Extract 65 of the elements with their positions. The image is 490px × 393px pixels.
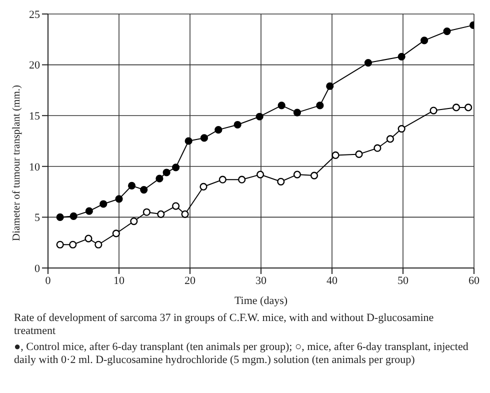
point xyxy=(443,27,451,36)
point xyxy=(172,164,180,172)
point xyxy=(84,234,92,242)
point xyxy=(56,213,64,221)
point xyxy=(140,186,148,194)
point xyxy=(430,106,438,114)
y-tick-label: 20 xyxy=(29,60,40,72)
point xyxy=(112,230,120,238)
x-tick-label: 30 xyxy=(256,274,267,287)
point xyxy=(172,202,180,210)
point xyxy=(128,182,136,190)
x-tick-label: 50 xyxy=(398,274,409,287)
point xyxy=(214,126,222,134)
point xyxy=(398,52,406,60)
x-tick-label: 40 xyxy=(326,274,338,287)
point xyxy=(316,102,324,110)
point xyxy=(420,36,428,44)
y-tick-label: 15 xyxy=(29,110,40,123)
x-tick-label: 10 xyxy=(114,274,125,287)
point xyxy=(218,176,226,184)
point xyxy=(56,240,64,248)
x-axis-title: Time (days) xyxy=(234,295,288,307)
point xyxy=(162,168,170,176)
point xyxy=(94,240,102,248)
x-tick-label: 60 xyxy=(468,274,480,287)
point xyxy=(238,176,246,184)
point xyxy=(256,112,264,120)
point xyxy=(130,217,138,226)
text: ●, Control mice, after 6-day transplant (ten animals per group); ○, mice, after 6-day transplant, injected daily with 0·2 ml. D-glucosamine hydrochloride (5 mgm.) solution (ten animals per group) xyxy=(14,341,470,367)
point xyxy=(310,172,318,180)
point xyxy=(234,120,242,129)
point xyxy=(364,58,372,67)
point xyxy=(386,135,394,143)
point xyxy=(200,182,208,191)
point xyxy=(464,104,472,112)
point xyxy=(355,150,363,158)
y-tick-label: 5 xyxy=(34,212,40,224)
point xyxy=(398,125,406,133)
point xyxy=(452,104,460,112)
point xyxy=(100,200,108,208)
point xyxy=(157,210,165,218)
point xyxy=(85,207,93,215)
x-tick-label: 20 xyxy=(184,274,196,287)
y-tick-label: 25 xyxy=(29,8,40,21)
point xyxy=(374,144,382,152)
y-tick-label: 10 xyxy=(29,161,40,174)
point xyxy=(70,212,78,220)
y-axis-title: Diameter of tumour transplant (mm.) xyxy=(12,84,23,241)
y-tick-label: 0 xyxy=(34,262,40,275)
point xyxy=(156,174,164,182)
point xyxy=(142,208,150,216)
point xyxy=(277,178,285,186)
point xyxy=(184,137,192,145)
text: Rate of development of sarcoma 37 in groups of C.F.W. mice, with and without D-glucosamine treatment xyxy=(14,312,435,338)
point xyxy=(293,108,302,116)
point xyxy=(200,134,208,142)
point xyxy=(69,240,77,248)
point xyxy=(115,195,123,203)
point xyxy=(278,102,286,110)
point xyxy=(181,210,189,218)
point xyxy=(256,170,264,178)
point xyxy=(293,170,302,178)
x-tick-label: 0 xyxy=(45,274,52,287)
point xyxy=(332,151,340,160)
point xyxy=(326,82,334,90)
